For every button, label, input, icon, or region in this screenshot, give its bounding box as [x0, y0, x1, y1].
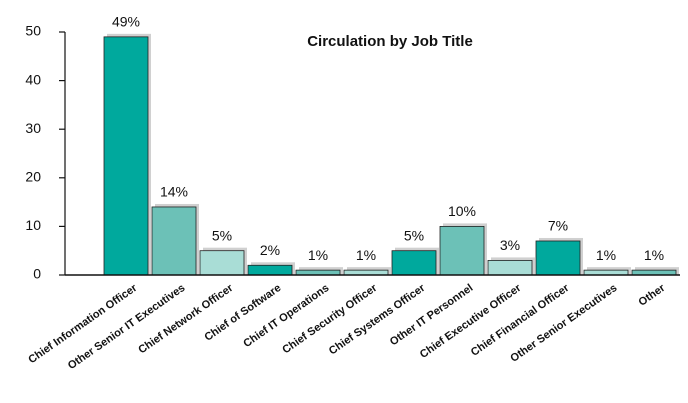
value-label: 10%: [448, 203, 476, 219]
bar: [535, 240, 581, 276]
x-tick-label: Chief Network Officer: [136, 282, 236, 357]
bar: [199, 250, 245, 276]
value-label: 5%: [404, 227, 424, 243]
bar: [487, 260, 533, 276]
bar: [391, 250, 437, 276]
bar: [103, 36, 149, 276]
y-tick-label: 50: [25, 23, 41, 39]
value-label: 5%: [212, 227, 232, 243]
y-tick-label: 10: [25, 217, 41, 233]
y-tick-label: 30: [25, 120, 41, 136]
value-label: 1%: [596, 247, 616, 263]
value-label: 1%: [308, 247, 328, 263]
value-label: 14%: [160, 184, 188, 200]
value-label: 1%: [356, 247, 376, 263]
y-tick-label: 40: [25, 71, 41, 87]
value-label: 1%: [644, 247, 664, 263]
bar: [151, 206, 197, 276]
y-tick-label: 0: [33, 266, 41, 282]
x-tick-label: Other: [636, 282, 668, 309]
bar: [439, 225, 485, 276]
value-label: 49%: [112, 14, 140, 30]
y-tick-label: 20: [25, 169, 41, 185]
x-tick-label: Other IT Personnel: [388, 282, 476, 348]
value-label: 7%: [548, 218, 568, 234]
value-label: 2%: [260, 242, 280, 258]
value-label: 3%: [500, 237, 520, 253]
bar: [247, 264, 293, 276]
chart-title: Circulation by Job Title: [307, 33, 473, 50]
x-tick-label: Chief IT Operations: [241, 282, 331, 350]
